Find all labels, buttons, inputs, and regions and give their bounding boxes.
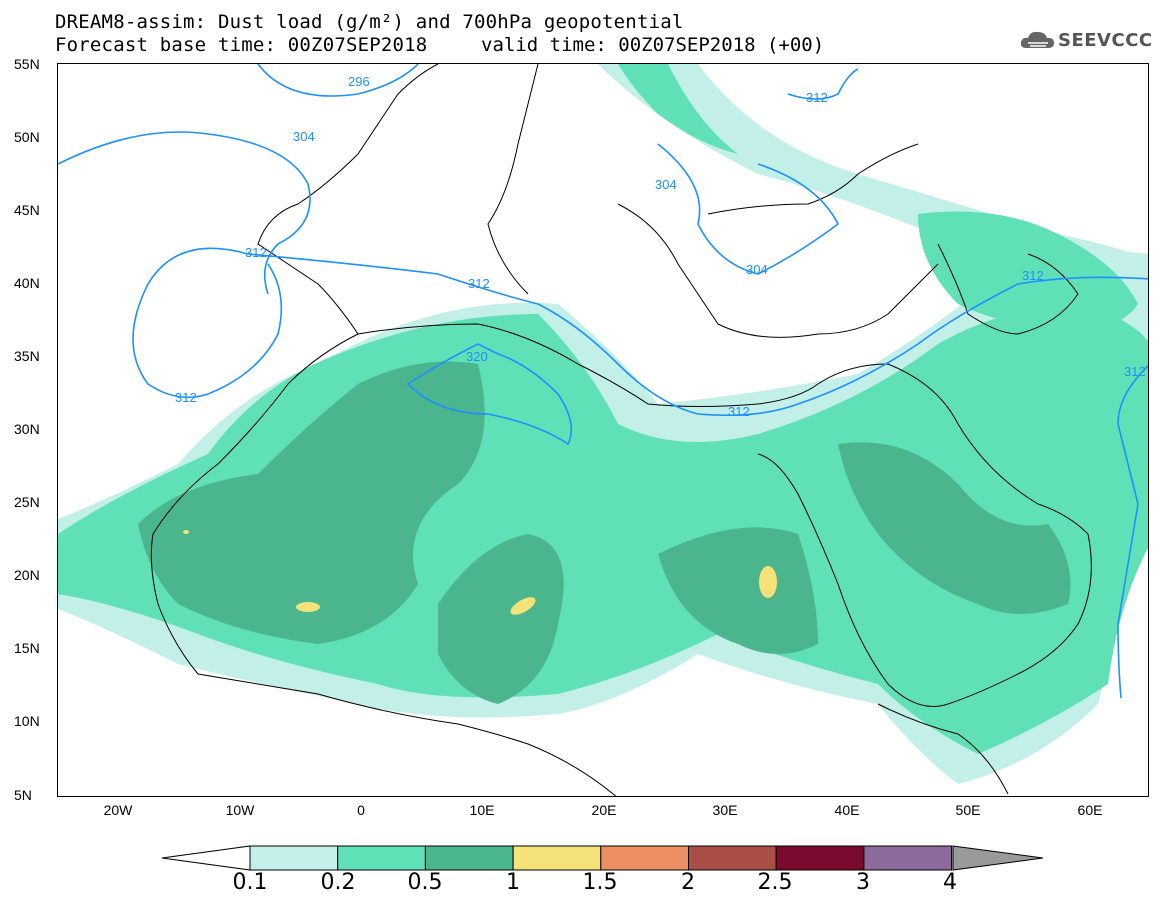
legend-tick-4: 4 [943,870,957,895]
contour-320 [406,343,573,446]
contour-312-west [132,247,283,399]
dust-heavy-spot-1 [296,602,320,612]
lon-label-0: 0 [357,802,365,818]
contour-label-312-b: 312 [245,245,267,260]
contour-312-north [787,68,859,100]
legend-over-arrow [952,845,1044,871]
contour-label-320: 320 [466,349,488,364]
dust-band-medium-north [618,64,738,154]
legend-tick-0-1: 0.1 [232,870,268,895]
legend-tick-0-5: 0.5 [407,870,443,895]
contour-label-296: 296 [348,74,370,89]
contour-label-312-e: 312 [728,404,750,419]
contour-label-304-a: 304 [293,129,315,144]
forecast-base-time: Forecast base time: 00Z07SEP2018 [55,34,428,56]
contour-296 [257,64,419,97]
dust-band-medium-caspian [918,211,1138,330]
contour-312-central [247,253,1148,417]
lon-label-60e: 60E [1077,802,1103,818]
contour-label-312-f: 312 [1022,268,1044,283]
legend-tick-0-2: 0.2 [320,870,356,895]
lon-label-40e: 40E [834,802,860,818]
dust-map-canvas: 296 304 304 304 312 312 312 312 312 312 … [58,64,1148,796]
lat-label-25n: 25N [14,494,40,510]
lat-label-50n: 50N [14,129,40,145]
contour-312-east [1117,364,1148,699]
map-title: DREAM8-assim: Dust load (g/m²) and 700hP… [55,11,684,33]
lat-label-10n: 10N [14,713,40,729]
legend-tick-2: 2 [681,870,695,895]
lat-label-15n: 15N [14,640,40,656]
legend-cell-0 [249,845,339,871]
contour-labels: 296 304 304 304 312 312 312 312 312 312 … [175,74,1146,419]
dust-heavy-spot-2 [510,597,536,615]
legend-under-arrow [161,845,251,871]
legend-tick-2-5: 2.5 [757,870,793,895]
lon-label-10w: 10W [225,802,255,818]
contour-label-312-c: 312 [468,276,490,291]
legend-cell-4 [600,845,689,871]
dust-heavy-spot-3 [759,566,777,598]
coastlines [150,64,1092,796]
lat-label-5n: 5N [14,787,32,803]
legend-tick-3: 3 [856,870,870,895]
legend-tick-1: 1 [506,870,520,895]
dust-dense-central [438,534,564,704]
legend-cell-6 [775,845,865,871]
cloud-logo-icon [1020,31,1054,48]
legend-cell-3 [512,845,602,871]
lon-label-10e: 10E [469,802,495,818]
contour-label-312-a: 312 [806,90,828,105]
contour-label-304-b: 304 [655,177,677,192]
valid-time: valid time: 00Z07SEP2018 (+00) [481,34,825,56]
lat-label-20n: 20N [14,567,40,583]
legend-cell-1 [337,845,426,871]
geopotential-contours [58,64,1148,699]
lon-label-30e: 30E [712,802,738,818]
lat-label-45n: 45N [14,202,40,218]
lon-label-20w: 20W [103,802,133,818]
lat-label-30n: 30N [14,421,40,437]
legend-cell-5 [688,845,777,871]
dust-heavy-spot-4 [183,530,189,534]
legend-tick-1-5: 1.5 [582,870,618,895]
legend-cell-2 [424,845,514,871]
contour-label-312-d: 312 [175,390,197,405]
color-bar-legend [161,845,1044,871]
lon-label-20e: 20E [591,802,617,818]
lat-label-55n: 55N [14,56,40,72]
lat-label-40n: 40N [14,275,40,291]
contour-label-304-c: 304 [746,262,768,277]
contour-304-west [58,131,311,295]
contour-304-east [657,143,840,275]
dust-dense-sudan [658,527,818,654]
lat-label-35n: 35N [14,348,40,364]
dust-dense-arabia [838,442,1071,614]
dust-dense-west [138,361,485,644]
contour-label-312-g: 312 [1124,364,1146,379]
legend-cell-7 [863,845,953,871]
lon-label-50e: 50E [955,802,981,818]
logo-text: SEEVCCC [1058,30,1153,51]
dust-map: 296 304 304 304 312 312 312 312 312 312 … [57,63,1149,797]
